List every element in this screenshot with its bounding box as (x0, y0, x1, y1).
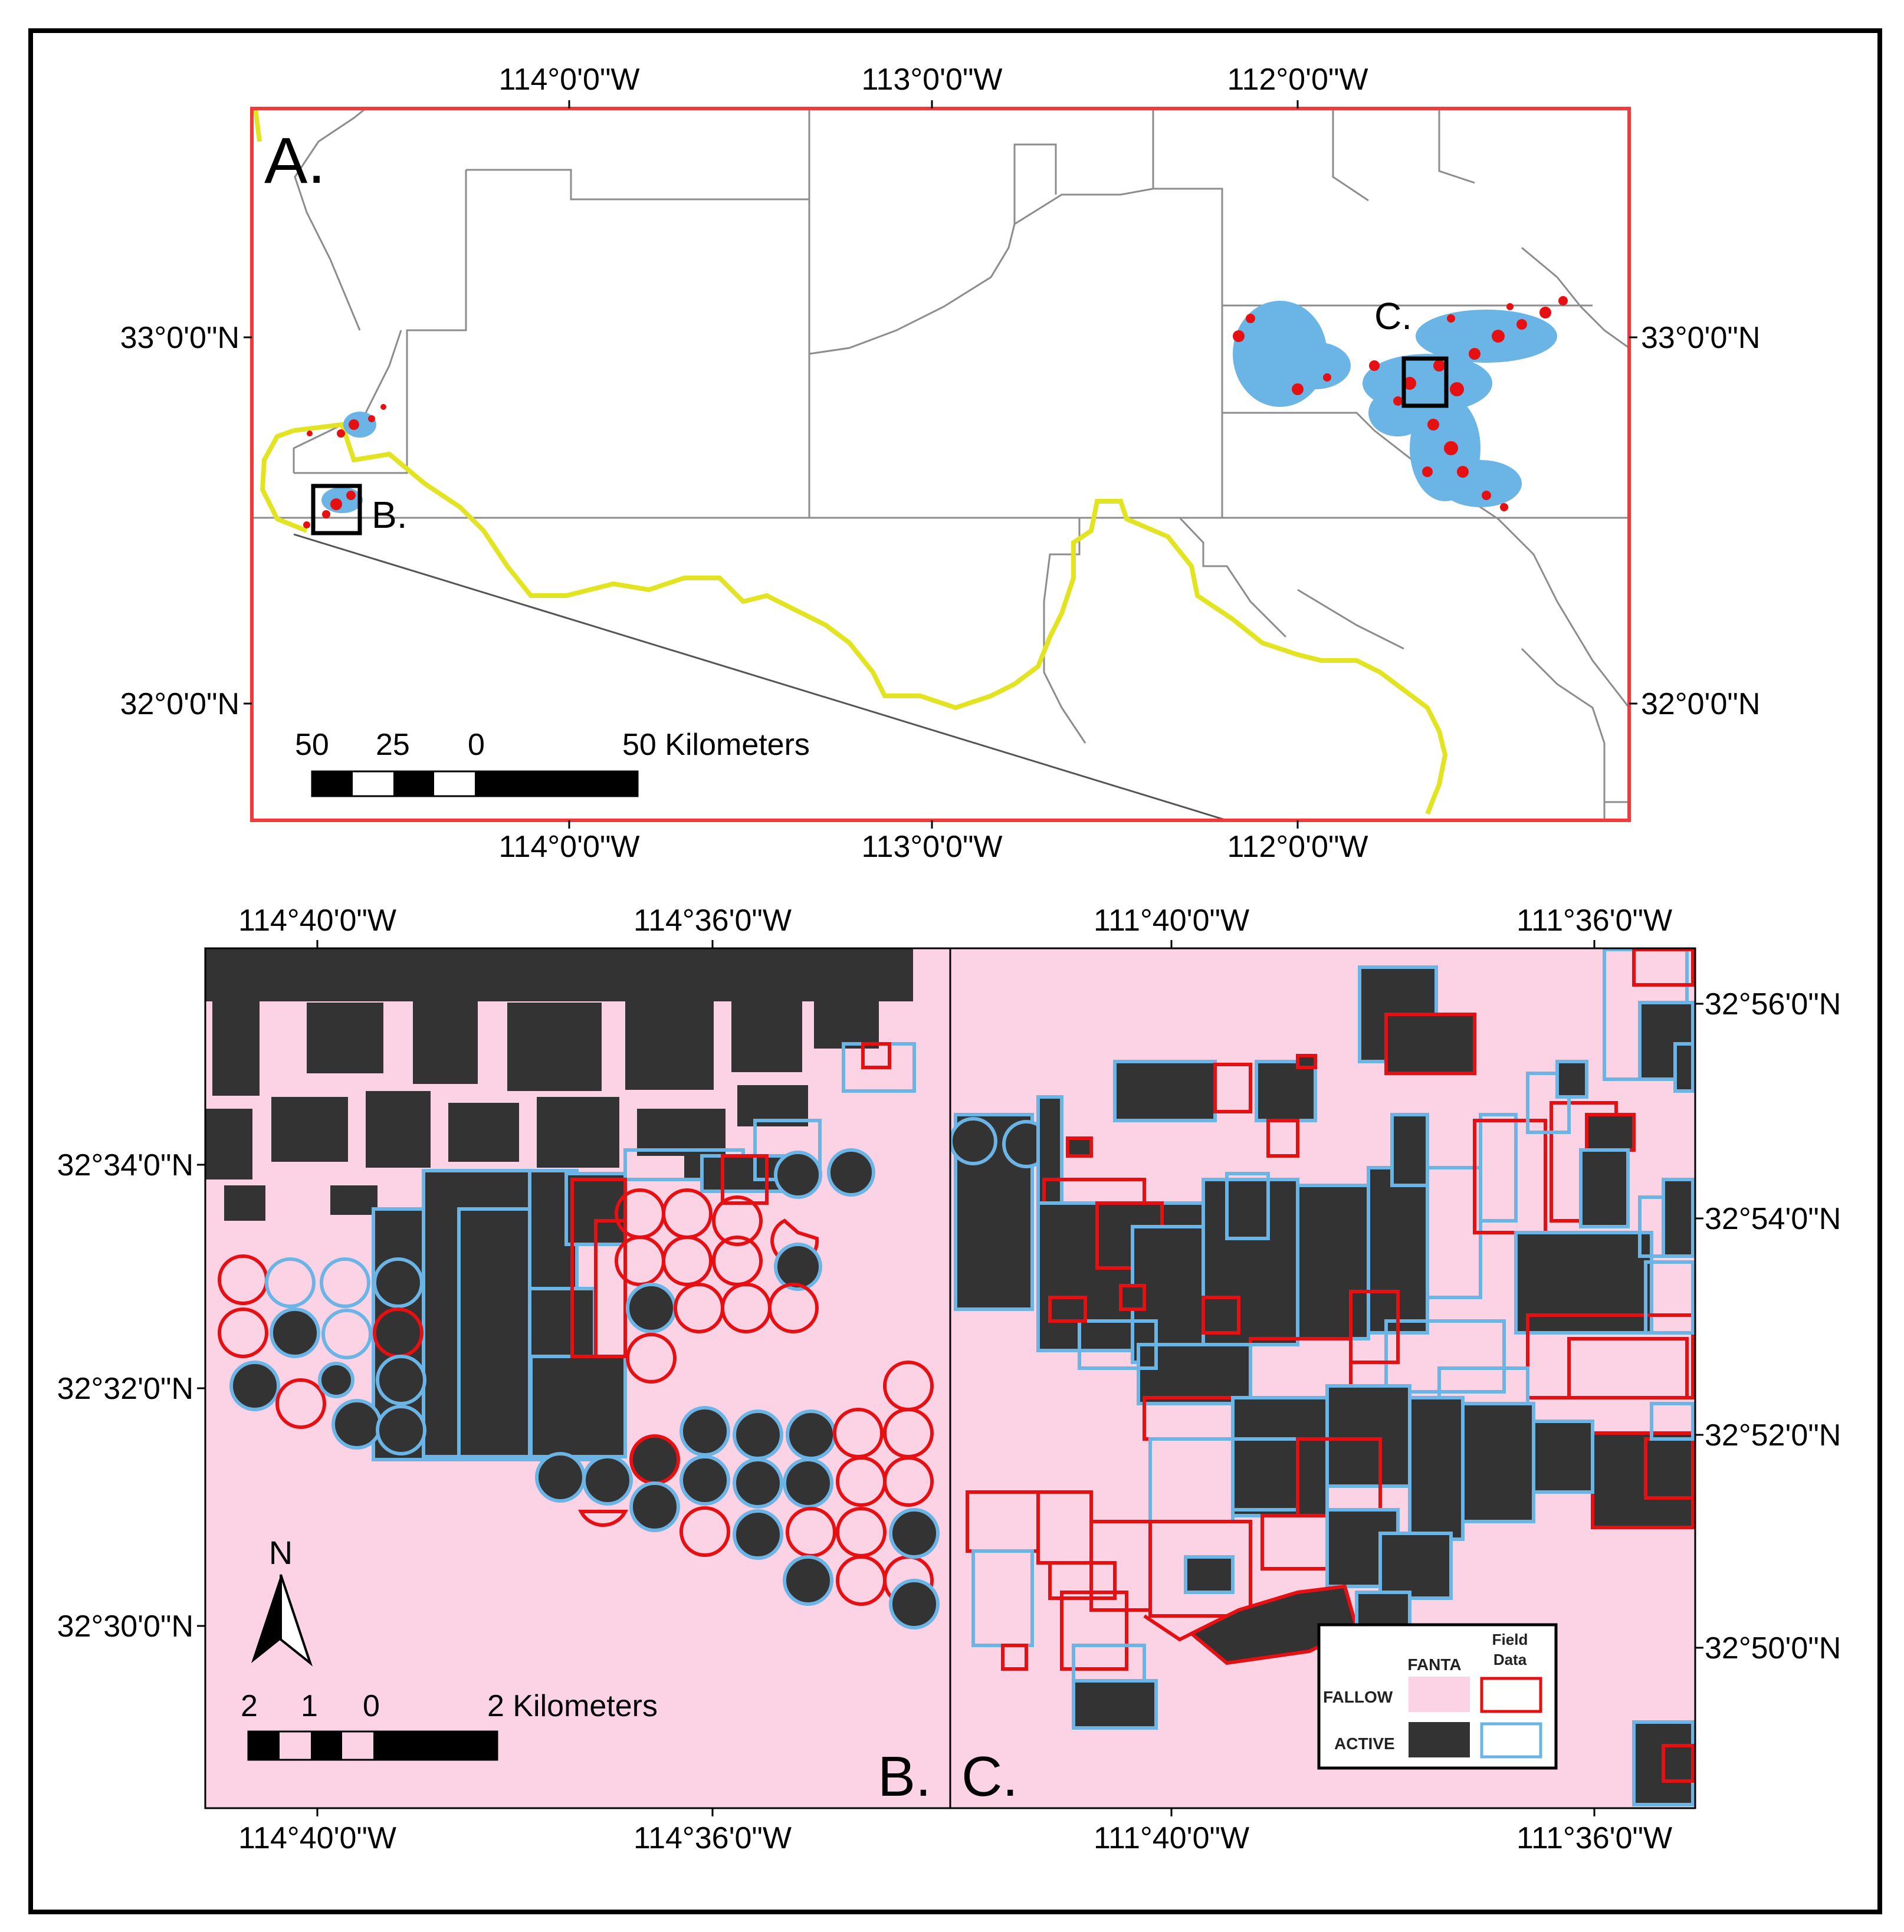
svg-text:1: 1 (301, 1689, 318, 1723)
c-top-lon-2: 111°36'0"W (1516, 903, 1672, 938)
panel-b-scale-bar: 2 1 0 2 Kilometers (241, 1689, 658, 1761)
b-left-lat-1: 32°34'0"N (57, 1148, 193, 1182)
c-right-lat-1: 32°56'0"N (1705, 987, 1841, 1021)
legend-col-field-2: Data (1493, 1651, 1527, 1668)
a-right-lat-1: 33°0'0"N (1641, 321, 1760, 355)
c-right-lat-2: 32°54'0"N (1705, 1202, 1841, 1236)
b-bottom-lon-2: 114°36'0"W (633, 1821, 792, 1855)
legend-fallow-field-swatch (1480, 1677, 1542, 1713)
panel-a-scale-bar: 50 25 0 50 Kilometers (295, 728, 810, 797)
svg-text:25: 25 (376, 728, 410, 762)
panel-a-label: A. (264, 124, 326, 197)
inset-label-c: C. (1374, 295, 1412, 337)
legend-row-fallow: FALLOW (1323, 1688, 1393, 1706)
svg-text:0: 0 (468, 728, 485, 762)
a-top-lon-3: 112°0'0"W (1227, 63, 1368, 97)
svg-text:N: N (269, 1534, 293, 1571)
a-top-lon-2: 113°0'0"W (861, 63, 1002, 97)
north-arrow-icon: N (251, 1534, 313, 1667)
phoenix-fields (1233, 296, 1568, 511)
study-boundary (253, 109, 1448, 815)
a-bottom-lon-1: 114°0'0"W (498, 830, 639, 864)
legend-row-active: ACTIVE (1334, 1734, 1395, 1753)
svg-text:50 Kilometers: 50 Kilometers (622, 728, 810, 762)
legend-col-fanta: FANTA (1407, 1655, 1461, 1674)
svg-text:2 Kilometers: 2 Kilometers (487, 1689, 658, 1723)
c-top-lon-1: 111°40'0"W (1094, 903, 1249, 938)
panel-b: N 2 1 0 2 Kilometers B. 114°40'0 (57, 903, 951, 1855)
international-border (293, 533, 1227, 820)
panel-b-label: B. (878, 1745, 931, 1808)
panel-c-label: C. (961, 1745, 1018, 1808)
inset-label-b: B. (372, 494, 407, 536)
b-top-lon-2: 114°36'0"W (633, 903, 792, 938)
legend-fallow-fanta-swatch (1409, 1677, 1470, 1712)
c-right-lat-3: 32°52'0"N (1705, 1418, 1841, 1453)
c-bottom-lon-1: 111°40'0"W (1094, 1821, 1249, 1855)
inset-box-b (311, 484, 362, 535)
panel-c-border (949, 947, 1696, 1809)
panel-a-border (250, 107, 1631, 822)
panel-c: C. FANTA Field Data FALLOW ACTIVE 111°40… (949, 903, 1841, 1855)
c-right-lat-4: 32°50'0"N (1705, 1631, 1841, 1665)
svg-text:2: 2 (241, 1689, 258, 1723)
a-bottom-lon-2: 113°0'0"W (861, 830, 1002, 864)
legend-active-fanta-swatch (1409, 1722, 1470, 1757)
b-bottom-lon-1: 114°40'0"W (238, 1821, 396, 1855)
county-boundaries (252, 109, 1629, 820)
a-left-lat-2: 32°0'0"N (120, 687, 239, 721)
inset-box-c (1401, 356, 1449, 408)
b-left-lat-3: 32°30'0"N (57, 1609, 193, 1644)
a-right-lat-2: 32°0'0"N (1641, 687, 1760, 721)
legend-active-field-swatch (1480, 1722, 1542, 1759)
panel-b-fields (218, 1042, 940, 1629)
panel-c-fields (950, 948, 1695, 1806)
a-left-lat-1: 33°0'0"N (120, 321, 239, 355)
a-top-lon-1: 114°0'0"W (498, 63, 639, 97)
legend: FANTA Field Data FALLOW ACTIVE (1317, 1623, 1558, 1770)
svg-text:50: 50 (295, 728, 329, 762)
legend-col-field-1: Field (1492, 1631, 1528, 1648)
panel-b-active-landcover (205, 948, 913, 1221)
yuma-fields (303, 404, 386, 528)
b-left-lat-2: 32°32'0"N (57, 1372, 193, 1406)
a-bottom-lon-3: 112°0'0"W (1227, 830, 1368, 864)
c-bottom-lon-2: 111°36'0"W (1516, 1821, 1672, 1855)
svg-text:0: 0 (363, 1689, 380, 1723)
b-top-lon-1: 114°40'0"W (238, 903, 396, 938)
panel-a: B. C. A. 50 25 0 50 Kilometers (120, 63, 1761, 864)
